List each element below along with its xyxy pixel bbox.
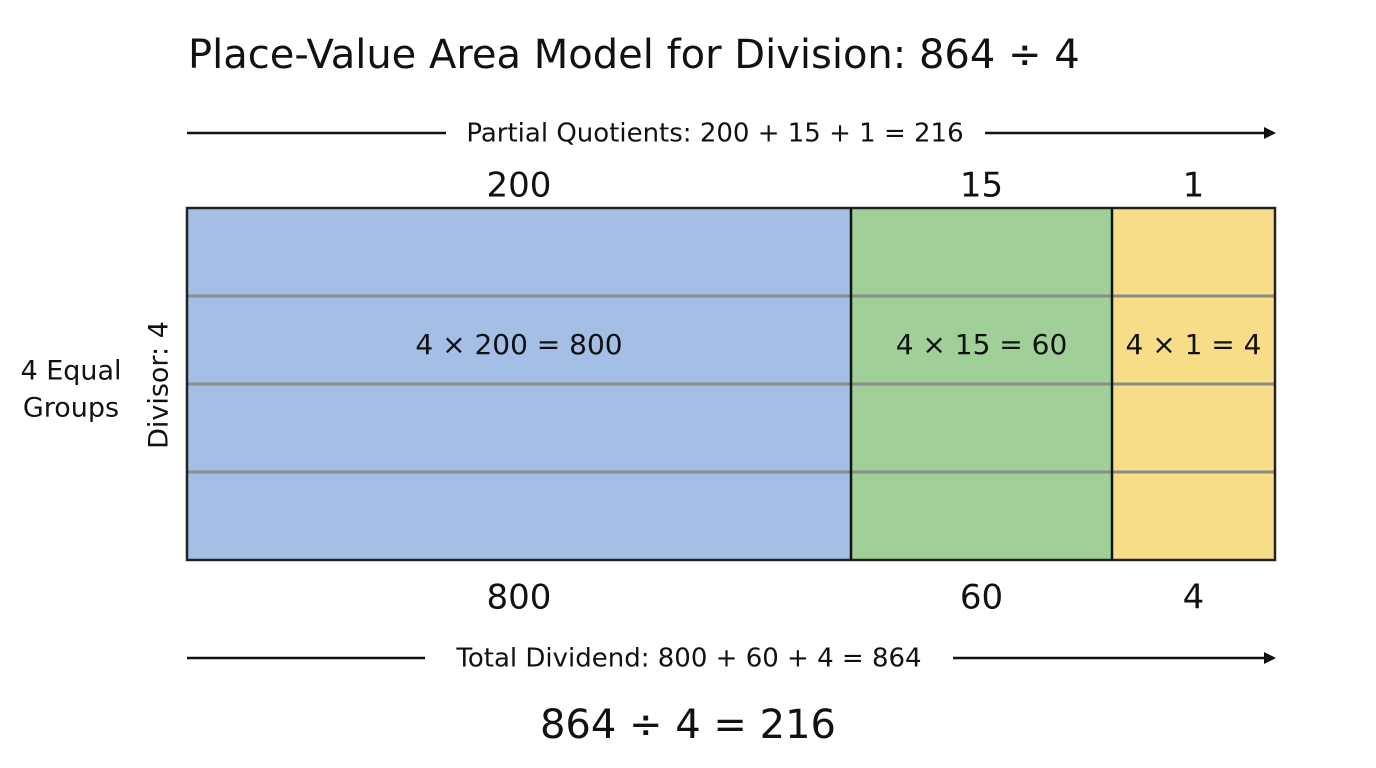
group-label: 4 Equal xyxy=(20,356,121,387)
area-border xyxy=(185,206,1277,562)
product-label: 800 xyxy=(487,578,552,618)
section-labels: 200 4 × 200 = 800 800 15 4 × 15 = 60 60 1 4 × 1… xyxy=(415,166,1261,618)
product-expression: 4 × 15 = 60 xyxy=(896,328,1068,361)
total-label: Total Dividend: 800 + 60 + 4 = 864 xyxy=(455,644,921,674)
quotient-label: 1 xyxy=(1183,166,1205,206)
title: Place-Value Area Model for Division: 864… xyxy=(188,32,1080,78)
quotient-label: 200 xyxy=(487,166,552,206)
partial-quotients-label: Partial Quotients: 200 + 15 + 1 = 216 xyxy=(466,119,963,149)
divisor-label: Divisor: 4 xyxy=(144,321,175,449)
quotient-label: 15 xyxy=(960,166,1003,206)
group-label: Groups xyxy=(23,393,119,424)
equation: 864 ÷ 4 = 216 xyxy=(540,702,836,748)
product-expression: 4 × 200 = 800 xyxy=(415,328,622,361)
product-expression: 4 × 1 = 4 xyxy=(1126,328,1262,361)
product-label: 4 xyxy=(1183,578,1205,618)
product-label: 60 xyxy=(960,578,1003,618)
